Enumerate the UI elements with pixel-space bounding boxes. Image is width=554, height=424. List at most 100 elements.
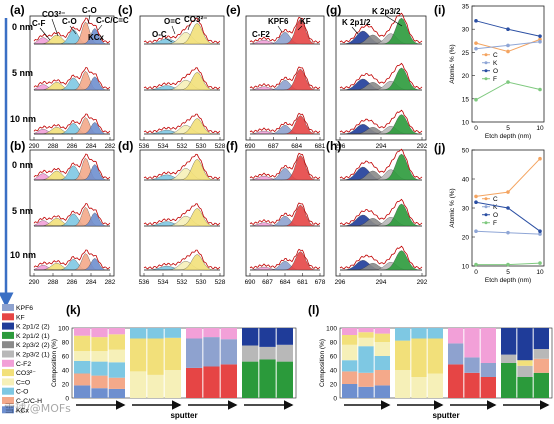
legend-swatch: [2, 304, 14, 311]
annotation-kpf6: KPF6: [268, 17, 289, 26]
x-tick-label: 0: [474, 269, 478, 276]
annotation-cf2: C-F2: [252, 30, 270, 39]
series-point-F: [538, 87, 542, 92]
legend-marker: [484, 221, 488, 225]
legend-label: K: [493, 60, 498, 67]
spectrum-envelope: [143, 153, 221, 180]
legend-label: K 2p1/2 (2): [16, 324, 50, 331]
spectrum-peak: [34, 28, 110, 45]
panel-label-h: (h): [326, 139, 341, 153]
series-point-K: [474, 46, 478, 51]
series-point-K: [538, 39, 542, 44]
y-tick-label: 100: [326, 326, 337, 333]
series-point-C: [506, 190, 510, 194]
bar-segment-K2p12_1: [276, 361, 293, 398]
bar-segment-CF2: [108, 328, 125, 335]
bar-segment-CeqO: [74, 351, 91, 361]
annotation-oeqc: O=C: [164, 17, 181, 26]
bar-segment-KPF6: [464, 357, 480, 373]
legend-label: O: [493, 68, 498, 75]
series-point-F: [506, 262, 510, 267]
y-tick-label: 20: [330, 382, 338, 389]
annotation-co-a: C-O: [62, 17, 77, 26]
y-tick-label: 80: [62, 340, 70, 347]
legend-swatch: [2, 378, 14, 386]
spectrum-tick-label: 690: [245, 143, 256, 150]
composition-legend: KPF6 KF K 2p1/2 (2) K 2p1/2 (1) K 2p3/2 (2) K…: [2, 304, 50, 414]
spectrum-peak: [250, 251, 320, 271]
annotation-cf: C-F: [32, 19, 45, 28]
spectrum-envelope: [33, 153, 111, 180]
spectrum-envelope: [33, 113, 111, 134]
bar-segment-CO: [342, 360, 358, 372]
bar-segment-CeqO: [411, 377, 427, 398]
spectrum-peak: [250, 68, 320, 91]
y-axis-label: Atomic % (%): [449, 44, 456, 83]
bar-segment-CCCH: [91, 375, 108, 389]
bar-segment-KPF6: [186, 338, 203, 368]
bar-segment-CCCH: [533, 358, 549, 373]
y-tick-label: 50: [462, 148, 470, 155]
y-tick-label: 100: [58, 326, 69, 333]
spectrum-tick-label: 681: [315, 143, 326, 150]
bar-segment-K2p32_1: [501, 354, 517, 363]
bar-segment-K2p32_1: [276, 344, 293, 362]
spectrum-peak: [34, 164, 110, 181]
spectrum-peak: [34, 258, 110, 271]
legend-label: KPF6: [16, 305, 33, 312]
legend-swatch: [2, 369, 14, 377]
spectrum-tick-label: 536: [139, 279, 150, 286]
bar-segment-CCCH: [358, 372, 374, 387]
bar-segment-CeqO: [374, 342, 390, 356]
y-tick-label: 0: [333, 396, 337, 403]
series-point-O: [474, 200, 478, 204]
panel-label-b: (b): [10, 139, 25, 153]
spectrum-tick-label: 684: [280, 279, 291, 286]
series-point-F: [474, 97, 478, 102]
spectrum-envelope: [339, 109, 423, 134]
series-point-K: [506, 43, 510, 48]
series-point-O: [474, 19, 478, 23]
spectrum-tick-label: 292: [417, 143, 428, 150]
line-chart-frame: [471, 5, 545, 123]
legend-label: C-F2: [16, 361, 31, 368]
spectrum-tick-label: 294: [376, 143, 387, 150]
bar-segment-CF2: [358, 328, 374, 333]
annotations-e: KPF6 KF C-F2: [252, 17, 311, 39]
bar-segment-K2p12_2: [242, 328, 259, 346]
panel-label-e: (e): [226, 3, 241, 17]
spectrum-peak: [340, 250, 423, 271]
y-tick-label: 35: [462, 4, 470, 11]
bar-segment-CO: [427, 328, 443, 339]
bar-segment-CCCH: [74, 373, 91, 386]
y-tick-label: 20: [462, 73, 470, 80]
bar-segment-CeqO: [91, 351, 108, 362]
series-point-C: [474, 41, 478, 45]
spectrum-peak: [34, 122, 110, 135]
series-point-C: [506, 49, 510, 54]
spectrum-tick-label: 284: [86, 143, 97, 150]
panel-label-i: (i): [434, 3, 445, 17]
spectrum-envelope: [33, 203, 111, 226]
bar-segment-CCCH: [108, 377, 125, 389]
legend-marker: [484, 197, 488, 201]
spectrum-peak: [250, 19, 320, 45]
spectrum-tick-label: 294: [376, 279, 387, 286]
series-point-O: [506, 206, 510, 210]
bar-segment-KPF6: [448, 343, 464, 365]
legend-label: O: [493, 212, 498, 219]
legend-label: C=O: [16, 379, 30, 386]
spectrum-envelope: [249, 248, 321, 270]
bar-segment-CeqO: [342, 344, 358, 361]
y-tick-label: 80: [330, 340, 338, 347]
sputter-label: sputter: [170, 411, 197, 420]
x-tick-label: 5: [506, 125, 510, 132]
spectrum-envelope: [143, 203, 221, 226]
bar-segment-KCx: [374, 385, 390, 398]
series-line-F: [475, 81, 541, 101]
depth-label-5-bottom: 5 nm: [12, 206, 33, 216]
legend-swatch: [2, 331, 14, 339]
bar-segment-CeqO: [130, 371, 147, 398]
series-point-O: [538, 34, 542, 38]
x-axis-label: Etch depth (nm): [485, 277, 531, 284]
